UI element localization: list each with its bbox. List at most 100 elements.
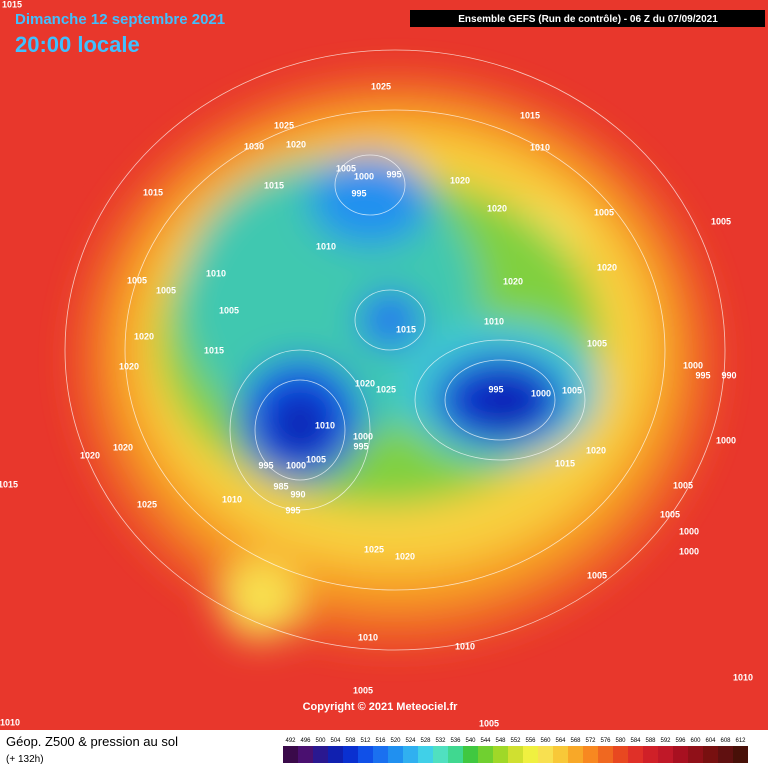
isobar-label: 1005 [594, 207, 614, 217]
scale-label: 608 [720, 738, 731, 744]
isobar-label: 1000 [683, 360, 703, 370]
scale-label: 592 [660, 738, 671, 744]
isobar-label: 995 [351, 188, 366, 198]
isobar-label: 1020 [395, 551, 415, 561]
scale-swatch [703, 746, 718, 763]
isobar-label: 1005 [127, 275, 147, 285]
isobar-label: 1020 [286, 139, 306, 149]
isobar-label: 1000 [353, 431, 373, 441]
scale-label: 548 [495, 738, 506, 744]
isobar-label: 1000 [679, 546, 699, 556]
scale-label: 584 [630, 738, 641, 744]
isobar-label: 1005 [711, 216, 731, 226]
isobar-label: 1005 [673, 480, 693, 490]
isobar-label: 1005 [660, 509, 680, 519]
isobar-label: 1010 [315, 420, 335, 430]
isobar-label: 1020 [134, 331, 154, 341]
footer-title: Géop. Z500 & pression au sol [6, 734, 178, 749]
isobar-label: 990 [721, 370, 736, 380]
scale-swatch [538, 746, 553, 763]
isobar-label: 1010 [530, 142, 550, 152]
isobar-label: 1000 [531, 388, 551, 398]
isobar-label: 1015 [520, 110, 540, 120]
isobar-label: 1005 [219, 305, 239, 315]
scale-swatch [418, 746, 433, 763]
isobar-label: 1010 [455, 641, 475, 651]
scale-label: 612 [735, 738, 746, 744]
isobar-label: 1010 [316, 241, 336, 251]
scale-label: 492 [285, 738, 296, 744]
scale-swatch [328, 746, 343, 763]
isobar-label: 995 [258, 460, 273, 470]
scale-swatch [388, 746, 403, 763]
isobar-label: 995 [488, 384, 503, 394]
isobar-label: 1000 [679, 526, 699, 536]
scale-label: 532 [435, 738, 446, 744]
scale-swatch [673, 746, 688, 763]
lead-time: (+ 132h) [6, 754, 44, 765]
isobar-label: 1015 [2, 0, 22, 9]
isobar-label: 1030 [244, 141, 264, 151]
date: Dimanche 12 septembre 2021 [15, 11, 225, 28]
isobar-label: 1020 [597, 262, 617, 272]
scale-label: 524 [405, 738, 416, 744]
scale-label: 512 [360, 738, 371, 744]
isobar-label: 1000 [354, 171, 374, 181]
scale-swatch [613, 746, 628, 763]
color-scale: 492 496 500 504 508 512 516 520 524 528 532 536 540 5… [283, 738, 748, 763]
isobar-label: 995 [695, 370, 710, 380]
isobar-label: 1020 [487, 203, 507, 213]
isobar-label: 1015 [396, 324, 416, 334]
scale-swatch [283, 746, 298, 763]
scale-label: 544 [480, 738, 491, 744]
isobar-lines [64, 49, 726, 651]
isobar-label: 1005 [336, 163, 356, 173]
scale-label: 564 [555, 738, 566, 744]
scale-swatch [493, 746, 508, 763]
scale-swatch [313, 746, 328, 763]
run-info: Ensemble GEFS (Run de contrôle) - 06 Z d… [458, 14, 718, 25]
isobar-label: 1010 [222, 494, 242, 504]
isobar-label: 1010 [358, 632, 378, 642]
scale-swatch [508, 746, 523, 763]
isobar-label: 1020 [503, 276, 523, 286]
isobar-label: 1025 [364, 544, 384, 554]
scale-label: 556 [525, 738, 536, 744]
scale-label: 496 [300, 738, 311, 744]
scale-swatch [718, 746, 733, 763]
isobar-label: 1005 [587, 338, 607, 348]
scale-swatch [358, 746, 373, 763]
scale-swatch [733, 746, 748, 763]
isobar-label: 1005 [562, 385, 582, 395]
scale-label: 528 [420, 738, 431, 744]
isobar-label: 1015 [555, 458, 575, 468]
scale-swatch [553, 746, 568, 763]
scale-label: 560 [540, 738, 551, 744]
isobar-label: 1015 [204, 345, 224, 355]
copyright: Copyright © 2021 Meteociel.fr [303, 701, 459, 713]
isobar-label: 1005 [306, 454, 326, 464]
scale-swatch [343, 746, 358, 763]
scale-swatch [583, 746, 598, 763]
scale-swatch [433, 746, 448, 763]
scale-swatch [658, 746, 673, 763]
scale-swatch [373, 746, 388, 763]
scale-label: 552 [510, 738, 521, 744]
scale-label: 500 [315, 738, 326, 744]
isobar-label: 1020 [119, 361, 139, 371]
scale-label: 568 [570, 738, 581, 744]
isobar-label: 1005 [587, 570, 607, 580]
scale-swatch [688, 746, 703, 763]
scale-label: 600 [690, 738, 701, 744]
scale-label: 536 [450, 738, 461, 744]
isobar-label: 1005 [156, 285, 176, 295]
isobar-label: 985 [273, 481, 288, 491]
scale-swatch [643, 746, 658, 763]
scale-swatch [628, 746, 643, 763]
scale-swatch [448, 746, 463, 763]
isobar-label: 1020 [113, 442, 133, 452]
isobar-label: 1020 [80, 450, 100, 460]
scale-label: 504 [330, 738, 341, 744]
isobar-label: 1010 [0, 717, 20, 727]
